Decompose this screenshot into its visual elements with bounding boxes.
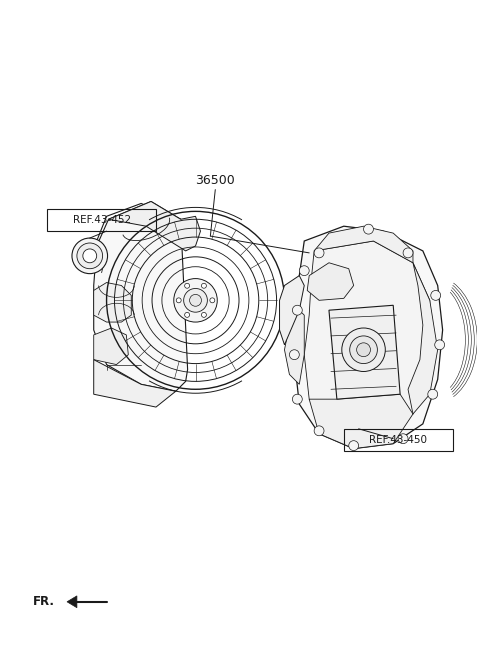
Polygon shape bbox=[94, 283, 131, 322]
Circle shape bbox=[72, 238, 108, 274]
Circle shape bbox=[342, 328, 385, 371]
Circle shape bbox=[435, 340, 444, 350]
Circle shape bbox=[184, 289, 207, 312]
Circle shape bbox=[300, 266, 309, 276]
Text: REF.43-450: REF.43-450 bbox=[369, 435, 427, 445]
Circle shape bbox=[292, 394, 302, 404]
Polygon shape bbox=[329, 305, 400, 399]
Polygon shape bbox=[307, 263, 354, 300]
Polygon shape bbox=[304, 241, 430, 434]
Text: 36500: 36500 bbox=[195, 174, 235, 187]
Polygon shape bbox=[294, 226, 443, 449]
Polygon shape bbox=[94, 201, 188, 391]
Polygon shape bbox=[285, 310, 304, 384]
Circle shape bbox=[428, 389, 438, 399]
Bar bbox=[47, 209, 156, 231]
Bar bbox=[344, 429, 453, 451]
Polygon shape bbox=[314, 226, 413, 263]
Polygon shape bbox=[279, 276, 304, 345]
Circle shape bbox=[398, 434, 408, 443]
Circle shape bbox=[289, 350, 300, 359]
Circle shape bbox=[314, 426, 324, 436]
Circle shape bbox=[190, 295, 202, 306]
Polygon shape bbox=[67, 596, 77, 607]
Text: FR.: FR. bbox=[33, 595, 54, 608]
Circle shape bbox=[292, 305, 302, 315]
Circle shape bbox=[349, 441, 359, 451]
Circle shape bbox=[314, 248, 324, 258]
Polygon shape bbox=[408, 263, 438, 414]
Circle shape bbox=[176, 298, 181, 303]
Circle shape bbox=[185, 312, 190, 318]
Circle shape bbox=[185, 283, 190, 288]
Circle shape bbox=[77, 243, 103, 269]
Circle shape bbox=[174, 279, 217, 322]
Circle shape bbox=[83, 249, 96, 263]
Circle shape bbox=[431, 291, 441, 300]
Circle shape bbox=[357, 343, 371, 357]
Circle shape bbox=[202, 312, 206, 318]
Polygon shape bbox=[108, 201, 201, 251]
Circle shape bbox=[350, 336, 377, 363]
Circle shape bbox=[210, 298, 215, 303]
Polygon shape bbox=[309, 394, 413, 449]
Polygon shape bbox=[94, 359, 176, 407]
Circle shape bbox=[403, 248, 413, 258]
Polygon shape bbox=[94, 328, 128, 365]
Circle shape bbox=[202, 283, 206, 288]
Circle shape bbox=[363, 224, 373, 234]
Text: REF.43-452: REF.43-452 bbox=[72, 215, 131, 225]
